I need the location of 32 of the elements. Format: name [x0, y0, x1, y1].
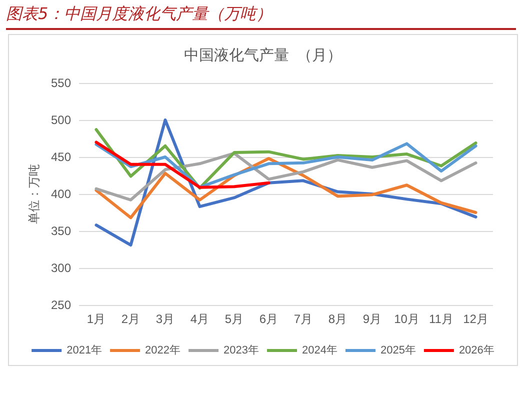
x-tick-label: 3月 [156, 312, 175, 326]
y-tick-label: 400 [50, 187, 72, 201]
line-series [94, 152, 478, 202]
x-tick-label: 6月 [259, 312, 278, 326]
line-series [94, 140, 270, 189]
x-tick-label: 8月 [328, 312, 348, 326]
x-tick-label: 10月 [394, 312, 420, 326]
y-tick-label: 350 [50, 224, 72, 238]
x-tick-label: 12月 [463, 312, 488, 326]
line-series [94, 156, 478, 220]
x-tick-label: 5月 [224, 312, 244, 326]
legend-label: 2023年 [224, 344, 260, 356]
y-tick-label: 450 [50, 150, 72, 164]
legend-label: 2022年 [145, 344, 181, 356]
x-tick-label: 2月 [121, 312, 140, 326]
chart-subtitle: 中国液化气产量 （月） [184, 47, 342, 64]
y-tick-label: 550 [50, 76, 72, 90]
y-tick-label: 500 [50, 113, 72, 127]
line-series [94, 142, 478, 189]
legend-label: 2021年 [66, 344, 102, 356]
y-tick-label: 250 [50, 298, 72, 312]
chart-title: 图表5：中国月度液化气产量（万吨） [6, 4, 516, 30]
y-axis-title: 单位：万吨 [27, 164, 42, 224]
x-tick-label: 7月 [294, 312, 313, 326]
x-tick-label: 11月 [429, 312, 454, 326]
legend-label: 2026年 [458, 344, 494, 356]
y-tick-label: 300 [50, 261, 72, 275]
x-tick-label: 9月 [362, 312, 382, 326]
x-tick-label: 1月 [86, 312, 106, 326]
x-tick-label: 4月 [190, 312, 210, 326]
legend-label: 2024年 [302, 344, 338, 356]
legend-label: 2025年 [380, 344, 416, 356]
